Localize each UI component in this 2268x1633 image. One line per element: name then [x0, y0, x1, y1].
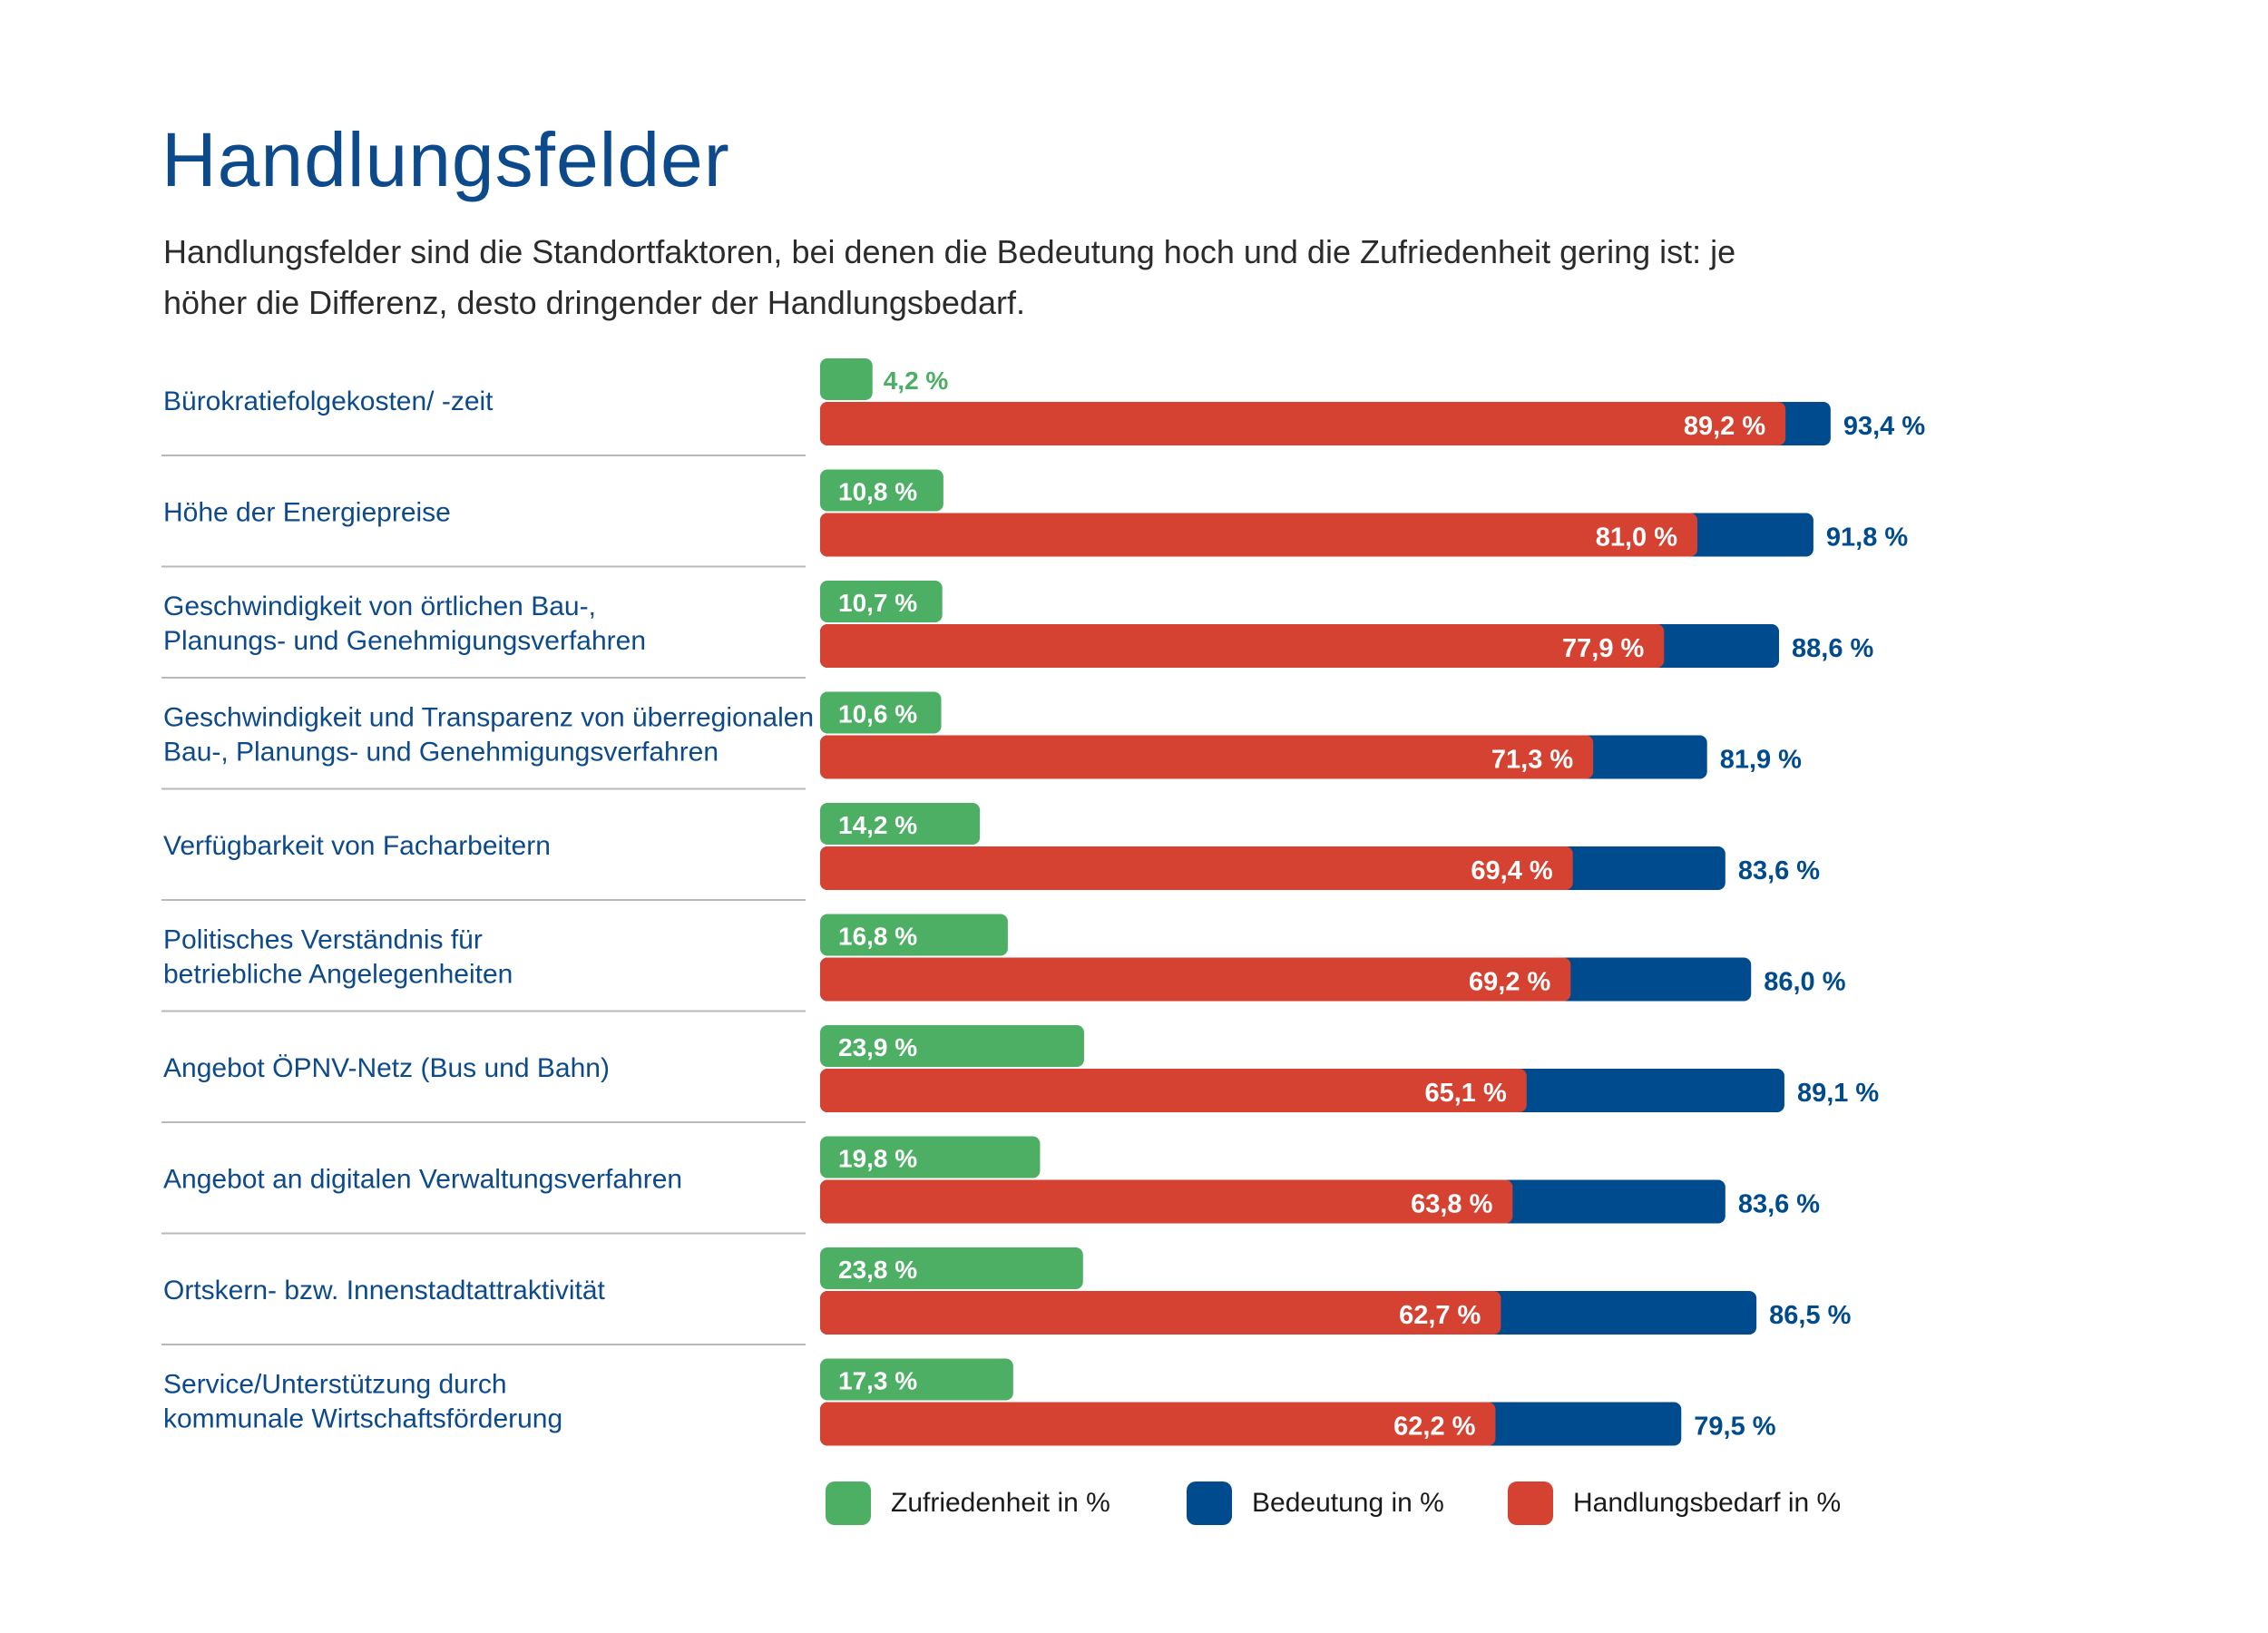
category-label: Verfügbarkeit von Facharbeitern: [163, 831, 551, 861]
value-label-bedeutung: 91,8 %: [1826, 523, 1908, 552]
category-label: betriebliche Angelegenheiten: [163, 960, 513, 990]
value-label-handlungsbedarf: 63,8 %: [1411, 1190, 1492, 1219]
value-label-zufriedenheit: 14,2 %: [838, 811, 917, 839]
chart: Bürokratiefolgekosten/ -zeit 4,2 % 93,4 % 8…: [161, 358, 1925, 1446]
page-subtitle: Handlungsfelder sind die Standortfaktore…: [163, 233, 1736, 321]
bar-handlungsbedarf: [820, 513, 1698, 557]
value-label-zufriedenheit: 10,6 %: [838, 700, 917, 728]
legend-item-bedeutung: Bedeutung in %: [1187, 1481, 1444, 1526]
bar-zufriedenheit: [820, 1247, 1083, 1289]
value-label-zufriedenheit: 10,8 %: [838, 478, 917, 506]
value-label-bedeutung: 89,1 %: [1797, 1079, 1879, 1108]
value-label-zufriedenheit: 10,7 %: [838, 589, 917, 617]
value-label-bedeutung: 86,0 %: [1764, 968, 1845, 997]
value-label-zufriedenheit: 16,8 %: [838, 923, 917, 951]
bar-zufriedenheit: [820, 1136, 1041, 1178]
bar-zufriedenheit: [820, 803, 981, 845]
category-label: Planungs- und Genehmigungsverfahren: [163, 626, 646, 656]
bar-zufriedenheit: [820, 1025, 1084, 1067]
legend-swatch-zufriedenheit: [826, 1481, 871, 1525]
category-label: Ortskern- bzw. Innenstadtattraktivität: [163, 1276, 606, 1305]
value-label-handlungsbedarf: 62,7 %: [1399, 1301, 1481, 1330]
bar-handlungsbedarf: [820, 1069, 1527, 1112]
bar-zufriedenheit: [820, 691, 942, 734]
bar-zufriedenheit: [820, 469, 943, 512]
category-label: Höhe der Energiepreise: [163, 498, 451, 528]
value-label-zufriedenheit: 4,2 %: [884, 367, 949, 395]
legend-swatch-bedeutung: [1187, 1481, 1232, 1525]
category-label: Politisches Verständnis für: [163, 925, 483, 955]
page-title: Handlungsfelder: [161, 117, 730, 202]
category-label: Bau-, Planungs- und Genehmigungsverfahre…: [163, 738, 719, 768]
value-label-handlungsbedarf: 62,2 %: [1393, 1413, 1475, 1442]
category-label: Geschwindigkeit von örtlichen Bau-,: [163, 592, 596, 621]
bar-handlungsbedarf: [820, 1179, 1513, 1224]
bar-handlungsbedarf: [820, 846, 1573, 890]
legend-item-handlungsbedarf: Handlungsbedarf in %: [1508, 1481, 1841, 1526]
legend-item-zufriedenheit: Zufriedenheit in %: [826, 1481, 1110, 1526]
category-label: kommunale Wirtschaftsförderung: [163, 1404, 562, 1434]
value-label-bedeutung: 79,5 %: [1694, 1413, 1775, 1442]
bar-handlungsbedarf: [820, 402, 1786, 445]
value-label-handlungsbedarf: 89,2 %: [1684, 412, 1765, 441]
bar-handlungsbedarf: [820, 735, 1594, 779]
value-label-handlungsbedarf: 77,9 %: [1562, 634, 1644, 663]
legend: Zufriedenheit in % Bedeutung in % Handlu…: [826, 1481, 2005, 1535]
category-label: Service/Unterstützung durch: [163, 1370, 507, 1400]
value-label-handlungsbedarf: 81,0 %: [1596, 523, 1677, 552]
bar-zufriedenheit: [820, 914, 1008, 956]
value-label-bedeutung: 83,6 %: [1738, 1190, 1820, 1219]
value-label-handlungsbedarf: 65,1 %: [1424, 1079, 1506, 1108]
value-label-zufriedenheit: 17,3 %: [838, 1367, 917, 1395]
category-label: Geschwindigkeit und Transparenz von über…: [163, 703, 814, 733]
legend-label-zufriedenheit: Zufriedenheit in %: [891, 1488, 1110, 1518]
value-label-bedeutung: 83,6 %: [1738, 856, 1820, 885]
legend-label-handlungsbedarf: Handlungsbedarf in %: [1573, 1488, 1842, 1518]
value-label-handlungsbedarf: 69,4 %: [1471, 856, 1552, 885]
bar-zufriedenheit: [820, 358, 873, 400]
category-label: Bürokratiefolgekosten/ -zeit: [163, 386, 494, 416]
bar-handlungsbedarf: [820, 1291, 1501, 1335]
bar-handlungsbedarf: [820, 1402, 1496, 1446]
legend-swatch-handlungsbedarf: [1508, 1481, 1553, 1525]
value-label-bedeutung: 93,4 %: [1843, 412, 1925, 441]
bar-handlungsbedarf: [820, 957, 1571, 1002]
bar-zufriedenheit: [820, 1358, 1013, 1401]
value-label-zufriedenheit: 23,8 %: [838, 1256, 917, 1284]
value-label-bedeutung: 88,6 %: [1792, 634, 1873, 663]
bar-zufriedenheit: [820, 581, 943, 622]
value-label-zufriedenheit: 19,8 %: [838, 1145, 917, 1173]
category-label: Angebot an digitalen Verwaltungsverfahre…: [163, 1165, 682, 1195]
legend-label-bedeutung: Bedeutung in %: [1252, 1488, 1444, 1518]
bar-handlungsbedarf: [820, 624, 1665, 668]
value-label-handlungsbedarf: 71,3 %: [1491, 746, 1573, 775]
value-label-bedeutung: 86,5 %: [1769, 1301, 1851, 1330]
value-label-handlungsbedarf: 69,2 %: [1469, 968, 1550, 997]
category-label: Angebot ÖPNV-Netz (Bus und Bahn): [163, 1053, 610, 1083]
value-label-bedeutung: 81,9 %: [1720, 746, 1802, 775]
value-label-zufriedenheit: 23,9 %: [838, 1033, 917, 1061]
